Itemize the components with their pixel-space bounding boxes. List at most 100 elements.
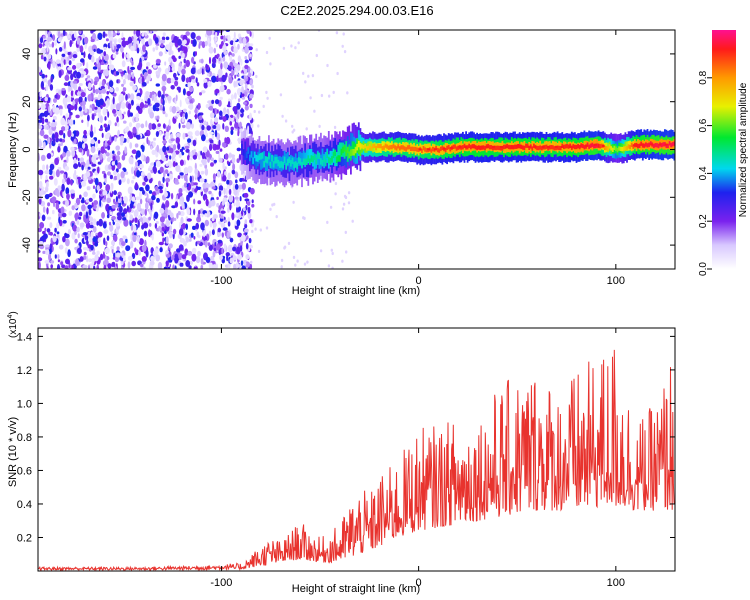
noise-blob xyxy=(48,128,53,136)
noise-blob xyxy=(216,109,219,114)
noise-blob xyxy=(104,126,108,133)
signal-segment xyxy=(566,143,568,154)
noise-blob xyxy=(178,244,184,251)
signal-segment xyxy=(416,147,419,152)
noise-blob xyxy=(127,73,131,81)
noise-blob xyxy=(157,123,161,127)
noise-blob xyxy=(209,220,213,228)
noise-blob xyxy=(175,94,178,102)
noise-blob xyxy=(188,191,193,198)
signal-segment xyxy=(242,149,245,165)
noise-blob xyxy=(110,245,115,250)
signal-segment xyxy=(354,146,357,154)
noise-blob xyxy=(244,83,248,90)
signal-segment xyxy=(515,144,518,149)
noise-blob xyxy=(108,221,112,226)
noise-blob xyxy=(229,188,232,196)
noise-blob xyxy=(172,264,175,269)
noise-blob xyxy=(190,157,193,161)
noise-blob xyxy=(210,162,214,167)
noise-blob xyxy=(143,222,149,229)
noise-blob xyxy=(55,59,61,64)
noise-blob xyxy=(119,205,123,213)
noise-blob xyxy=(231,71,235,76)
noise-blob xyxy=(254,227,257,231)
signal-segment xyxy=(649,141,652,146)
noise-blob xyxy=(120,102,126,109)
noise-blob xyxy=(45,244,50,248)
noise-blob xyxy=(156,58,161,64)
noise-blob xyxy=(124,171,129,175)
signal-segment xyxy=(490,145,493,150)
noise-blob xyxy=(266,96,269,100)
noise-blob xyxy=(212,125,217,129)
noise-blob xyxy=(57,185,62,192)
signal-segment xyxy=(411,146,414,151)
signal-segment xyxy=(444,142,447,153)
noise-blob xyxy=(86,61,89,70)
noise-blob xyxy=(53,178,58,186)
noise-blob xyxy=(153,211,159,219)
signal-segment xyxy=(436,147,439,153)
noise-blob xyxy=(200,265,204,269)
noise-blob xyxy=(86,255,89,263)
noise-blob xyxy=(58,244,64,250)
noise-blob xyxy=(60,206,65,214)
noise-blob xyxy=(89,130,94,138)
noise-blob xyxy=(188,110,191,115)
noise-blob xyxy=(195,77,198,84)
signal-segment xyxy=(503,144,505,150)
signal-segment xyxy=(635,142,638,148)
noise-blob xyxy=(110,103,113,111)
noise-blob xyxy=(210,193,214,198)
noise-blob xyxy=(205,256,211,263)
noise-blob xyxy=(61,87,66,91)
noise-blob xyxy=(200,187,203,192)
signal-segment xyxy=(376,143,379,149)
signal-segment xyxy=(604,145,606,151)
signal-segment xyxy=(342,146,344,154)
noise-blob xyxy=(233,40,236,48)
noise-blob xyxy=(149,111,154,119)
noise-blob xyxy=(244,219,248,225)
noise-blob xyxy=(137,64,142,71)
noise-blob xyxy=(257,249,261,253)
snr-plot-area xyxy=(38,349,675,571)
noise-blob xyxy=(176,132,181,138)
noise-blob xyxy=(247,46,253,51)
noise-blob xyxy=(129,192,132,201)
noise-blob xyxy=(118,94,122,103)
noise-blob xyxy=(331,266,334,269)
signal-segment xyxy=(241,143,243,151)
noise-blob xyxy=(42,206,46,213)
noise-blob xyxy=(110,136,115,141)
noise-blob xyxy=(57,264,60,269)
noise-blob xyxy=(155,160,161,168)
noise-blob xyxy=(42,35,46,39)
signal-segment xyxy=(334,149,336,157)
noise-blob xyxy=(75,258,80,267)
noise-blob xyxy=(212,222,217,228)
noise-blob xyxy=(164,169,169,174)
noise-blob xyxy=(112,109,117,114)
noise-blob xyxy=(210,199,216,207)
noise-blob xyxy=(251,203,255,208)
noise-blob xyxy=(151,191,156,196)
signal-segment xyxy=(380,144,382,149)
noise-blob xyxy=(223,61,229,69)
noise-blob xyxy=(154,223,158,229)
signal-segment xyxy=(326,151,329,159)
noise-blob xyxy=(124,146,128,154)
noise-blob xyxy=(197,152,201,160)
noise-blob xyxy=(259,228,262,232)
noise-blob xyxy=(235,212,239,217)
noise-blob xyxy=(40,103,46,111)
noise-blob xyxy=(203,81,208,89)
noise-blob xyxy=(122,217,127,221)
noise-blob xyxy=(192,39,197,47)
noise-blob xyxy=(292,200,295,204)
noise-blob xyxy=(75,114,80,119)
noise-blob xyxy=(123,120,127,124)
noise-blob xyxy=(90,145,96,154)
noise-blob xyxy=(61,178,66,185)
